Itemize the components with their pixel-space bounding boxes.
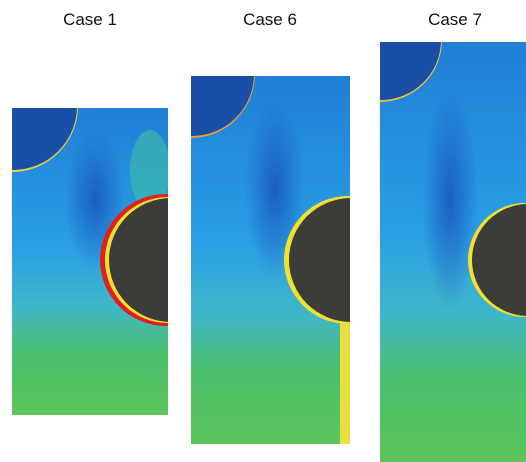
panel-label: Case 1 (63, 10, 117, 29)
panel-label: Case 6 (243, 10, 297, 29)
contour-panel (127, 10, 413, 444)
figure: Case 1 Case 6 Case 7 (0, 0, 526, 462)
page: Case 1 Case 6 Case 7 (() => { const data… (0, 0, 526, 462)
panel-label: Case 7 (428, 10, 482, 29)
